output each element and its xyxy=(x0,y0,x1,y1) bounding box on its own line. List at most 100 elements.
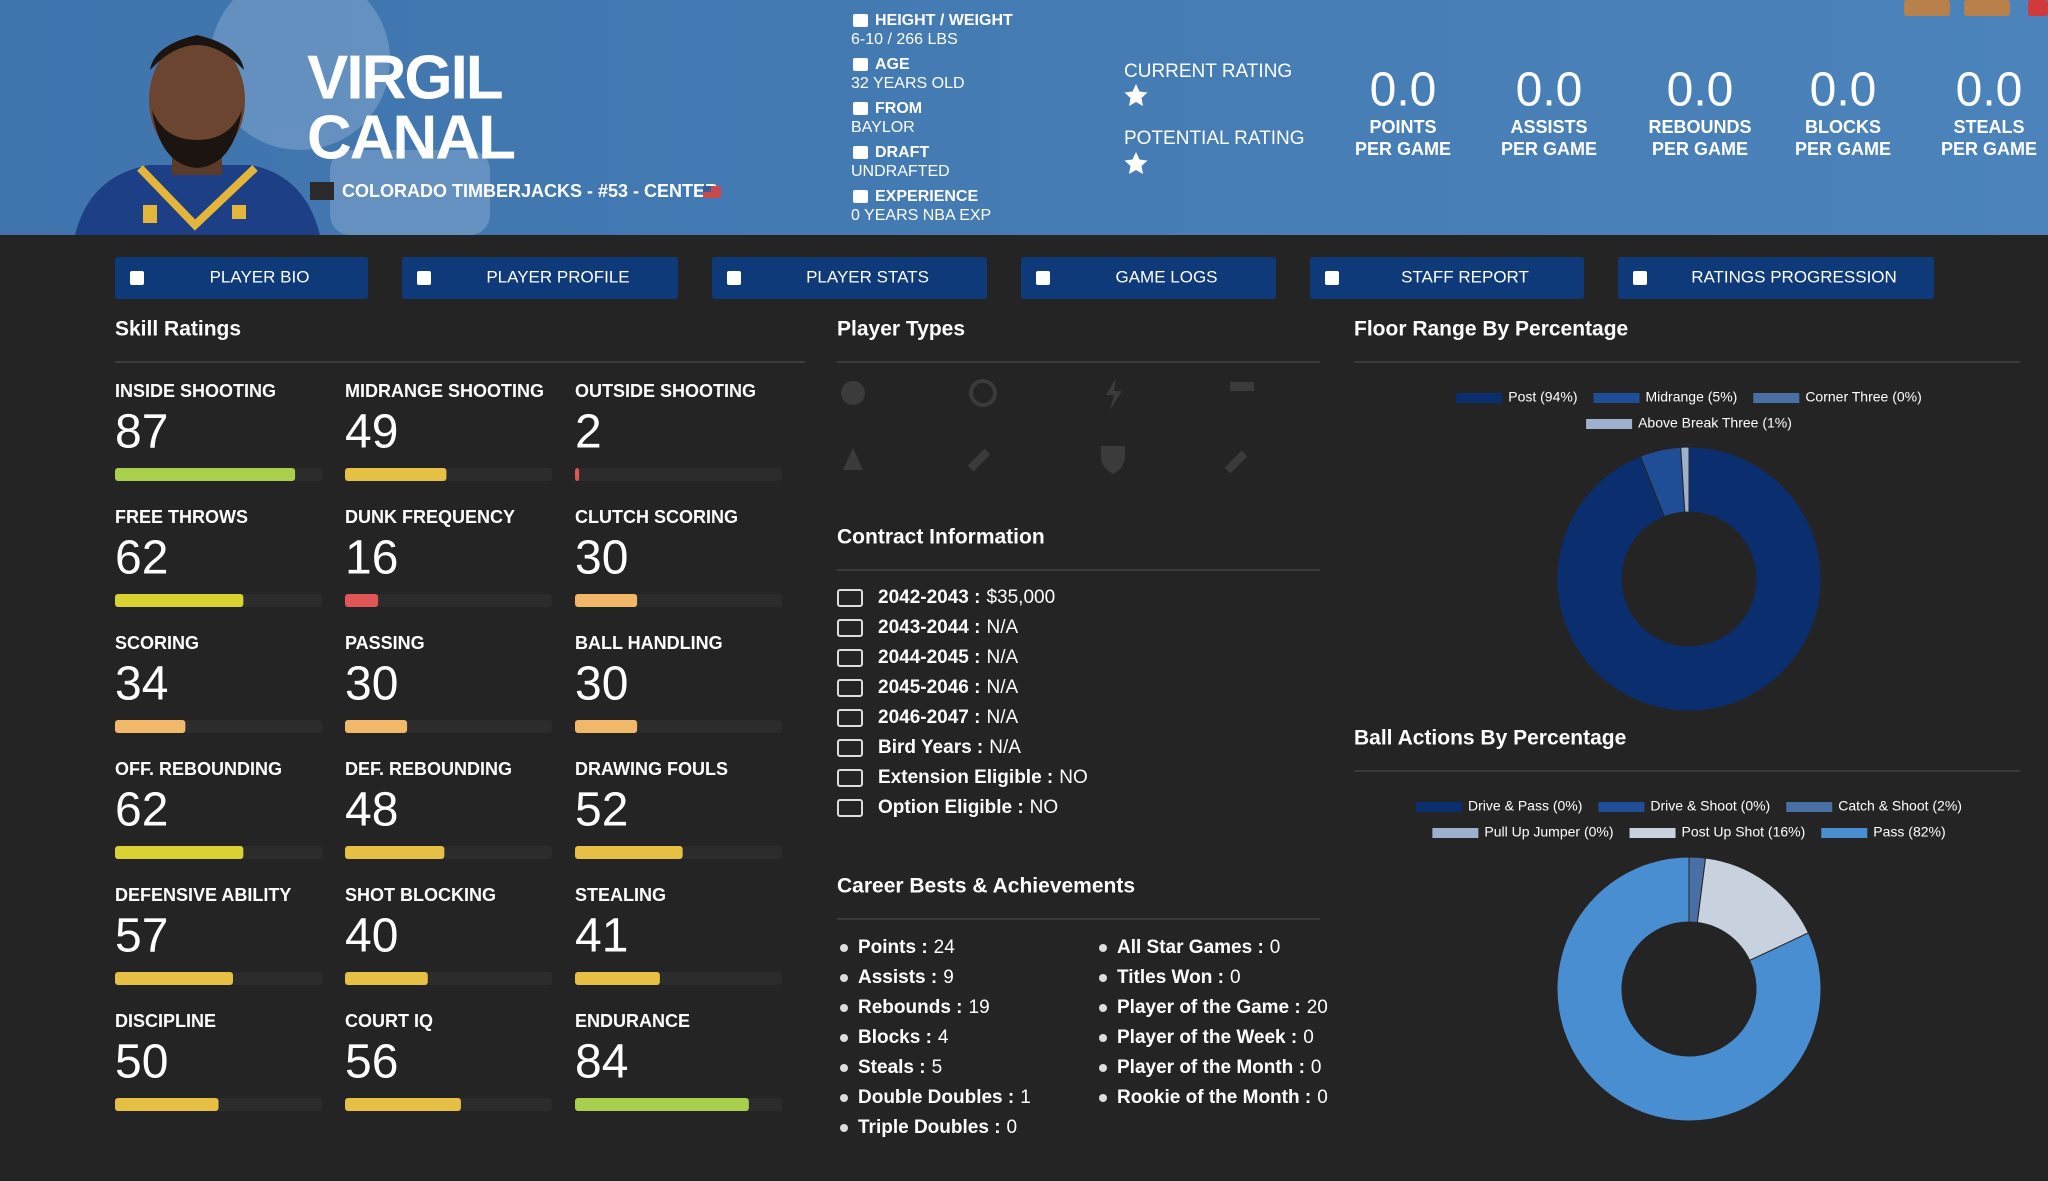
skill-value: 56 xyxy=(345,1036,398,1089)
career-value: 4 xyxy=(938,1027,949,1048)
contract-item: Extension Eligible : NO xyxy=(878,767,1088,788)
tab-button[interactable] xyxy=(712,257,987,299)
type-icon xyxy=(969,379,997,407)
section-title: Skill Ratings xyxy=(115,318,241,341)
nav-button[interactable] xyxy=(1964,0,2010,16)
tab-icon xyxy=(1036,271,1050,285)
tab-icon xyxy=(417,271,431,285)
bio-value: 32 YEARS OLD xyxy=(851,75,965,92)
contract-item: Bird Years : N/A xyxy=(878,737,1021,758)
skill-name: FREE THROWS xyxy=(115,507,248,527)
career-item: All Star Games : 0 xyxy=(1117,937,1280,958)
career-value: 19 xyxy=(969,997,990,1018)
skill-bar-track xyxy=(345,594,552,607)
tab-button[interactable] xyxy=(1310,257,1584,299)
legend-label: Above Break Three (1%) xyxy=(1638,415,1792,431)
stat-label: ASSISTS xyxy=(1510,117,1587,137)
type-icon xyxy=(843,448,863,470)
skill-value: 16 xyxy=(345,532,398,585)
stat-label: REBOUNDS xyxy=(1648,117,1751,137)
stat-value: 0.0 xyxy=(1370,64,1437,117)
close-button[interactable] xyxy=(2028,0,2048,16)
type-icon xyxy=(1230,382,1254,391)
bullet xyxy=(1099,944,1107,952)
career-label: Player of the Week : xyxy=(1117,1027,1297,1048)
career-item: Double Doubles : 1 xyxy=(858,1087,1031,1108)
career-item: Triple Doubles : 0 xyxy=(858,1117,1017,1138)
bio-value: UNDRAFTED xyxy=(851,163,950,180)
skill-name: COURT IQ xyxy=(345,1011,433,1031)
section-title: Floor Range By Percentage xyxy=(1354,318,1628,341)
tab-icon xyxy=(1325,271,1339,285)
legend-row: Pull Up Jumper (0%) Post Up Shot (16%) Pas… xyxy=(1432,824,1946,840)
bullet xyxy=(1099,1094,1107,1102)
contract-icon xyxy=(837,619,863,637)
career-value: 0 xyxy=(1317,1087,1328,1108)
legend-label: Post Up Shot (16%) xyxy=(1682,824,1806,840)
player-first-name: VIRGIL xyxy=(307,43,502,112)
career-value: 1 xyxy=(1020,1087,1031,1108)
career-label: Points : xyxy=(858,937,928,958)
career-value: 5 xyxy=(932,1057,943,1078)
team-logo-art xyxy=(210,0,490,235)
bio-icon xyxy=(853,146,868,159)
career-item: Assists : 9 xyxy=(858,967,954,988)
player-type-icons xyxy=(841,378,1254,474)
skill-name: DEFENSIVE ABILITY xyxy=(115,885,291,905)
tab-label[interactable]: PLAYER STATS xyxy=(806,267,929,286)
skill-value: 49 xyxy=(345,406,398,459)
skill-value: 57 xyxy=(115,910,168,963)
career-label: Steals : xyxy=(858,1057,926,1078)
bullet xyxy=(840,1004,848,1012)
tab-button[interactable] xyxy=(115,257,368,299)
section-title: Contract Information xyxy=(837,526,1045,549)
rating-star xyxy=(1124,152,1148,174)
stat-label: STEALS xyxy=(1953,117,2024,137)
tab-button[interactable] xyxy=(1618,257,1934,299)
skill-value: 30 xyxy=(345,658,398,711)
skill-bar xyxy=(345,846,445,859)
skill-name: SHOT BLOCKING xyxy=(345,885,496,905)
stat-label: BLOCKS xyxy=(1805,117,1881,137)
skill-name: OUTSIDE SHOOTING xyxy=(575,381,756,401)
career-item: Rookie of the Month : 0 xyxy=(1117,1087,1328,1108)
stat-label: POINTS xyxy=(1369,117,1436,137)
tab-button[interactable] xyxy=(1021,257,1276,299)
tab-label[interactable]: GAME LOGS xyxy=(1115,267,1217,286)
contract-value: N/A xyxy=(989,737,1021,758)
legend-label: Pass (82%) xyxy=(1873,824,1945,840)
tab-label[interactable]: STAFF REPORT xyxy=(1401,267,1529,286)
type-icon xyxy=(1224,450,1248,474)
career-label: Rebounds : xyxy=(858,997,963,1018)
skill-bar xyxy=(575,720,638,733)
legend-swatch xyxy=(1416,802,1463,812)
career-value: 0 xyxy=(1303,1027,1314,1048)
skill-bar xyxy=(115,468,296,481)
rating-label: CURRENT RATING xyxy=(1124,61,1292,82)
skill-name: SCORING xyxy=(115,633,199,653)
contract-value: NO xyxy=(1030,797,1059,818)
skill-value: 34 xyxy=(115,658,168,711)
skill-bar xyxy=(115,594,244,607)
career-item: Blocks : 4 xyxy=(858,1027,949,1048)
skill-value: 30 xyxy=(575,658,628,711)
tab-button[interactable] xyxy=(402,257,678,299)
nav-button[interactable] xyxy=(1904,0,1950,16)
skill-bar xyxy=(575,1098,749,1111)
career-item: Player of the Month : 0 xyxy=(1117,1057,1321,1078)
skill-bar xyxy=(575,594,638,607)
legend-label: Drive & Shoot (0%) xyxy=(1650,798,1770,814)
contract-value: NO xyxy=(1059,767,1088,788)
bullet xyxy=(840,1064,848,1072)
career-value: 24 xyxy=(934,937,956,958)
skill-name: PASSING xyxy=(345,633,425,653)
skill-name: ENDURANCE xyxy=(575,1011,690,1031)
tab-label[interactable]: PLAYER BIO xyxy=(210,267,310,286)
legend-swatch xyxy=(1629,828,1676,838)
tab-label[interactable]: PLAYER PROFILE xyxy=(486,267,629,286)
bullet xyxy=(1099,974,1107,982)
legend-swatch xyxy=(1598,802,1645,812)
tab-label[interactable]: RATINGS PROGRESSION xyxy=(1691,267,1897,286)
